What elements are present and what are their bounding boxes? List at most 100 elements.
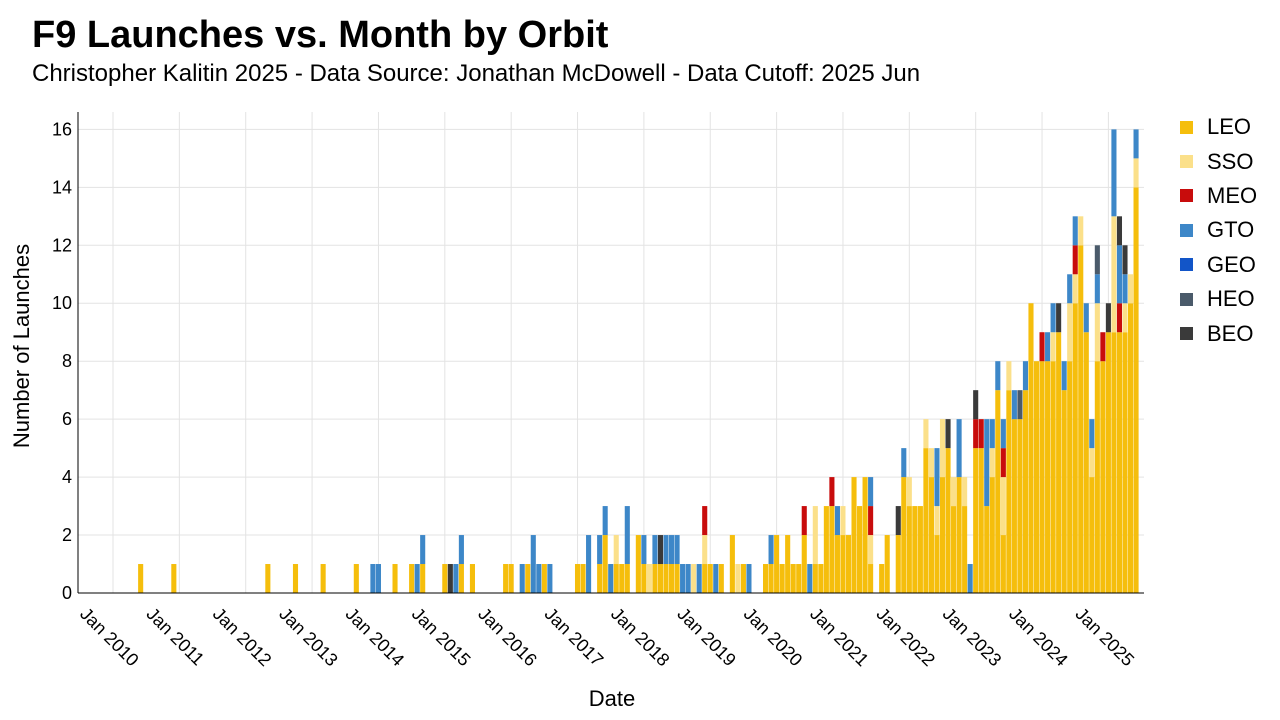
- x-tick-label: Jan 2013: [275, 604, 342, 671]
- legend-item-heo[interactable]: HEO: [1180, 282, 1275, 316]
- bar-segment-sso: [1000, 477, 1006, 536]
- bar-segment-leo: [790, 564, 796, 593]
- bar-segment-sso: [691, 564, 697, 593]
- x-tick-label: Jan 2020: [740, 604, 807, 671]
- legend-swatch: [1180, 327, 1193, 341]
- bar-segment-leo: [1105, 332, 1111, 593]
- bar-segment-leo: [624, 564, 630, 593]
- bar-segment-sso: [1072, 274, 1078, 304]
- bar-segment-leo: [1122, 332, 1128, 593]
- x-tick-label: Jan 2010: [76, 604, 143, 671]
- bar-segment-heo: [1094, 245, 1100, 275]
- x-tick-label: Jan 2017: [541, 604, 608, 671]
- bar-segment-leo: [984, 506, 990, 593]
- bar-segment-leo: [1072, 303, 1078, 593]
- bar-segment-gto: [1011, 390, 1017, 420]
- bar-segment-gto: [713, 564, 719, 593]
- legend-item-beo[interactable]: BEO: [1180, 316, 1275, 350]
- bar-segment-leo: [652, 564, 658, 593]
- bar-segment-leo: [740, 564, 746, 593]
- bar-segment-leo: [503, 564, 509, 593]
- bar-segment-gto: [420, 535, 426, 565]
- bar-segment-leo: [1127, 303, 1134, 593]
- bar-segment-leo: [857, 506, 863, 593]
- legend-label: MEO: [1207, 182, 1258, 208]
- bar-segment-gto: [375, 564, 381, 593]
- legend-item-geo[interactable]: GEO: [1180, 248, 1275, 282]
- bar-segment-leo: [668, 564, 675, 593]
- bar-segment-leo: [292, 564, 299, 593]
- legend: LEO SSO MEO GTO GEO HEO BEO: [1180, 110, 1275, 351]
- bar-segment-leo: [541, 564, 547, 593]
- bar-segment-leo: [392, 564, 398, 593]
- x-tick-label: Jan 2015: [408, 604, 475, 671]
- bar-segment-leo: [840, 535, 846, 593]
- bar-segment-leo: [353, 564, 359, 593]
- bar-segment-leo: [978, 448, 984, 593]
- y-tick-labels: 0 2 4 6 8 10 12 14 16: [52, 119, 72, 603]
- legend-swatch: [1180, 223, 1193, 237]
- bar-segment-meo: [829, 477, 835, 507]
- bar-segment-gto: [370, 564, 376, 593]
- bar-segment-meo: [1100, 332, 1106, 362]
- bar-segment-leo: [602, 535, 608, 593]
- bar-segment-leo: [641, 564, 647, 593]
- bar-segment-gto: [624, 506, 630, 565]
- bar-segment-leo: [763, 564, 769, 593]
- bar-segment-leo: [779, 564, 785, 593]
- bar-segment-gto: [547, 564, 553, 593]
- bar-segment-gto: [995, 361, 1001, 391]
- bar-segment-beo: [973, 390, 979, 420]
- bar-segment-leo: [1094, 361, 1100, 593]
- bar-segment-gto: [989, 419, 995, 449]
- bar-segment-leo: [917, 506, 923, 593]
- bar-segment-beo: [447, 564, 453, 593]
- bar-segment-gto: [608, 564, 614, 593]
- bar-segment-leo: [729, 535, 735, 593]
- bar-segment-leo: [469, 564, 475, 593]
- bar-segment-leo: [138, 564, 144, 593]
- bar-segment-gto: [1072, 216, 1078, 246]
- bar-segment-leo: [574, 564, 581, 593]
- bar-segment-leo: [812, 564, 818, 593]
- x-axis-label: Date: [589, 686, 635, 711]
- bar-segment-sso: [1067, 303, 1073, 362]
- bar-segment-leo: [939, 477, 946, 593]
- x-tick-label: Jan 2022: [872, 604, 939, 671]
- bar-segment-beo: [895, 506, 901, 536]
- bar-segment-leo: [1050, 361, 1056, 593]
- bar-segment-leo: [785, 535, 791, 593]
- legend-item-sso[interactable]: SSO: [1180, 144, 1275, 178]
- bar-segment-gto: [1061, 361, 1067, 391]
- bar-segment-leo: [657, 564, 664, 593]
- bar-segment-beo: [1105, 303, 1111, 333]
- bar-segment-meo: [868, 506, 874, 536]
- bar-segment-gto: [602, 506, 608, 536]
- bar-segment-leo: [525, 564, 531, 593]
- legend-label: SSO: [1207, 148, 1254, 174]
- legend-item-leo[interactable]: LEO: [1180, 110, 1275, 144]
- axes: [77, 112, 1144, 594]
- bar-segment-gto: [967, 564, 973, 593]
- legend-item-gto[interactable]: GTO: [1180, 213, 1275, 247]
- y-tick-label: 10: [52, 293, 72, 313]
- bar-segment-gto: [519, 564, 525, 593]
- bar-segment-gto: [530, 535, 536, 593]
- legend-item-meo[interactable]: MEO: [1180, 179, 1275, 213]
- bar-segment-gto: [453, 564, 459, 593]
- bar-segment-sso: [951, 477, 957, 507]
- bar-segment-leo: [707, 564, 713, 593]
- bar-segment-meo: [1072, 245, 1078, 275]
- legend-label: GTO: [1207, 217, 1255, 243]
- y-tick-label: 4: [62, 467, 72, 487]
- bar-segment-gto: [1111, 129, 1117, 217]
- bar-segment-gto: [868, 477, 874, 507]
- bar-segment-gto: [984, 419, 990, 507]
- bar-segment-leo: [1089, 477, 1095, 593]
- bar-segment-sso: [646, 564, 652, 593]
- bar-segment-gto: [1083, 303, 1089, 333]
- bar-segment-leo: [1056, 332, 1062, 593]
- bar-segment-leo: [1045, 361, 1051, 593]
- bar-segment-leo: [884, 535, 890, 593]
- bar-segment-gto: [1045, 332, 1051, 362]
